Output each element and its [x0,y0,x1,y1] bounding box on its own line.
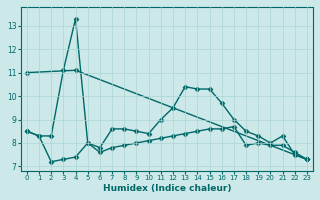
X-axis label: Humidex (Indice chaleur): Humidex (Indice chaleur) [103,184,231,193]
